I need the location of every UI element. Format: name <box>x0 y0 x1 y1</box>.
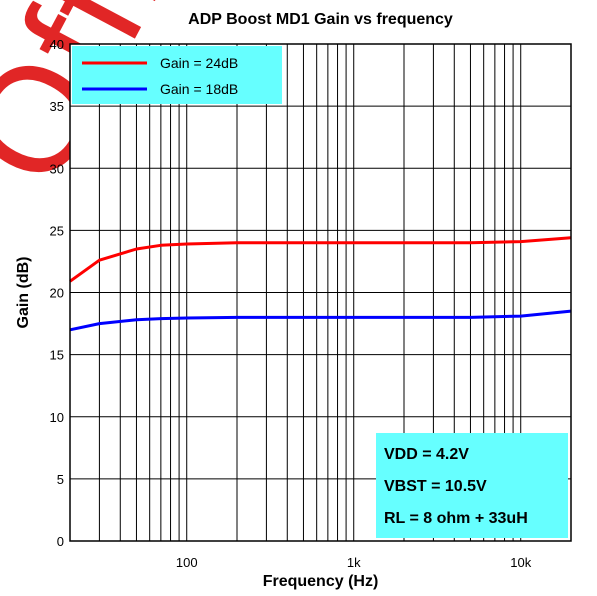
legend-label: Gain = 18dB <box>160 81 238 97</box>
legend-label: Gain = 24dB <box>160 55 238 71</box>
x-axis-label: Frequency (Hz) <box>263 573 379 590</box>
y-tick-label: 40 <box>50 37 64 52</box>
x-tick-label: 1k <box>347 555 361 570</box>
x-tick-label: 10k <box>510 555 531 570</box>
plot-border <box>69 43 572 542</box>
condition-text: VDD = 4.2V <box>384 446 469 463</box>
series-line-2 <box>69 309 572 332</box>
y-axis-label: Gain (dB) <box>15 257 32 329</box>
y-tick-label: 35 <box>50 99 64 114</box>
conditions-box <box>376 433 568 538</box>
chart-title: ADP Boost MD1 Gain vs frequency <box>188 11 453 28</box>
y-tick-label: 5 <box>57 472 64 487</box>
x-tick-label: 100 <box>176 555 198 570</box>
y-tick-label: 20 <box>50 286 64 301</box>
series-line-1 <box>69 236 572 283</box>
y-tick-label: 30 <box>50 161 64 176</box>
y-tick-label: 0 <box>57 534 64 549</box>
y-tick-label: 15 <box>50 348 64 363</box>
condition-text: RL = 8 ohm + 33uH <box>384 510 528 527</box>
y-tick-label: 10 <box>50 410 64 425</box>
y-tick-label: 25 <box>50 223 64 238</box>
condition-text: VBST = 10.5V <box>384 478 487 495</box>
legend-box <box>72 46 282 104</box>
